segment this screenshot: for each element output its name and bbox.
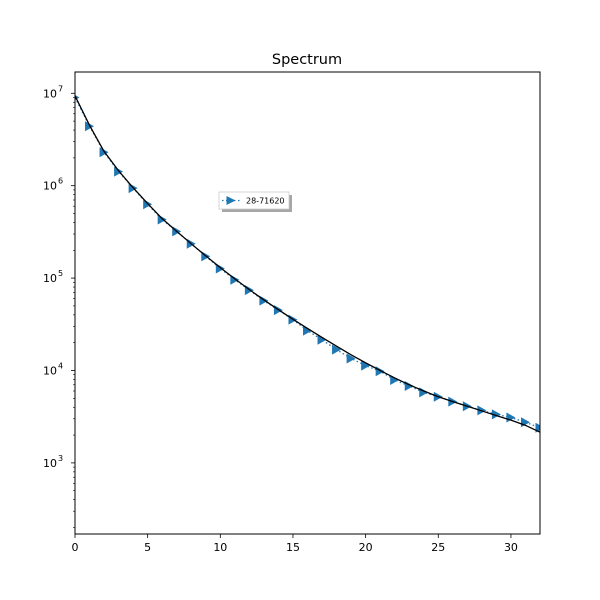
x-tick-label: 20: [359, 541, 373, 554]
x-tick-label: 30: [504, 541, 518, 554]
y-tick-exponent: 6: [58, 177, 63, 186]
data-point-marker: [346, 353, 356, 364]
x-tick-label: 10: [213, 541, 227, 554]
y-tick-exponent: 3: [58, 454, 63, 463]
y-tick-label: 10: [43, 457, 57, 470]
data-point-marker: [332, 344, 342, 355]
y-tick-label: 10: [43, 272, 57, 285]
chart-title: Spectrum: [272, 52, 342, 68]
legend: 28-71620: [218, 191, 292, 212]
data-point-marker: [317, 334, 327, 345]
data-point-marker: [303, 325, 312, 336]
plot-area: [75, 95, 540, 433]
data-point-marker: [491, 409, 501, 420]
y-tick-label: 10: [43, 364, 57, 377]
legend-box: [218, 191, 290, 210]
x-tick-label: 0: [72, 541, 79, 554]
data-point-marker: [375, 366, 385, 377]
x-tick-label: 5: [144, 541, 151, 554]
axes-frame: [74, 71, 541, 535]
y-tick-label: 10: [43, 87, 57, 100]
data-point-marker: [361, 360, 371, 371]
y-tick-exponent: 5: [58, 269, 63, 278]
x-axis: 0 5 10 15 20 25 30: [72, 534, 518, 554]
y-tick-label: 10: [43, 180, 57, 193]
series-line-0: [75, 97, 540, 429]
x-tick-label: 15: [286, 541, 300, 554]
y-tick-exponent: 4: [58, 361, 63, 370]
legend-marker-triangle: [226, 196, 236, 205]
x-tick-label: 25: [431, 541, 445, 554]
legend-entry-label: 28-71620: [246, 197, 285, 206]
fit-line: [75, 95, 540, 433]
y-tick-exponent: 7: [58, 84, 63, 93]
